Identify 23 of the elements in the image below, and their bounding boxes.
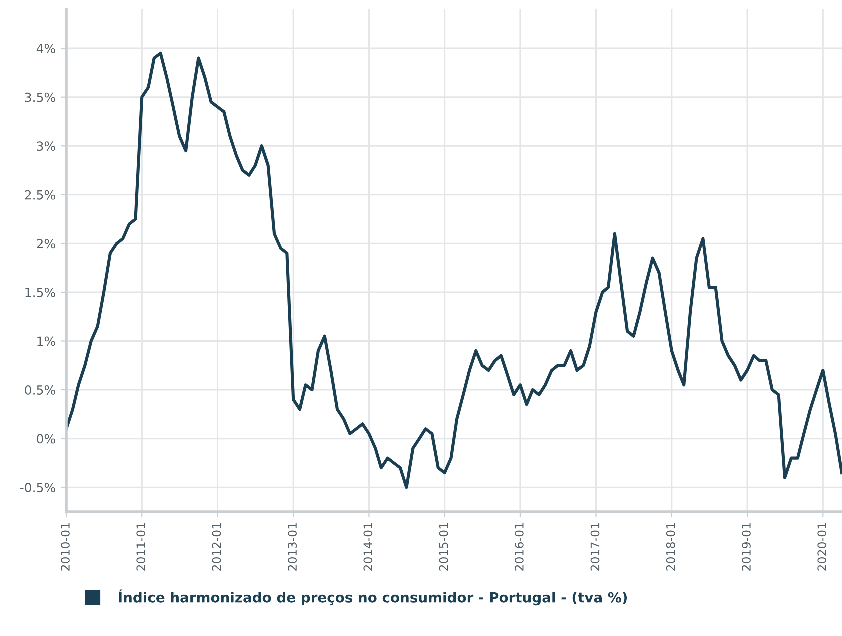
x-tick-label: 2010-01: [61, 523, 70, 571]
x-tick-label: 2020-01: [818, 523, 827, 571]
y-tick-label: 1%: [38, 336, 56, 346]
x-tick-label: 2012-01: [212, 523, 222, 571]
x-tick-label: 2013-01: [288, 523, 298, 571]
y-tick-label: 3.5%: [25, 92, 56, 102]
y-tick-label: 0%: [37, 434, 56, 444]
y-tick-label: 2%: [37, 239, 56, 249]
legend-label: Índice harmonizado de preços no consumidor - Portugal - (tva %): [119, 590, 627, 606]
line-series: [66, 52, 842, 490]
x-tick-label: 2018-01: [666, 523, 676, 571]
y-tick-label: 3%: [37, 142, 56, 152]
y-tick-label: 2.5%: [25, 190, 56, 200]
x-tick-label: 2016-01: [514, 523, 524, 571]
x-tick-label: 2014-01: [364, 523, 373, 571]
y-tick-label: 4%: [36, 44, 56, 54]
y-tick-label: -0.5%: [20, 483, 56, 493]
x-tick-label: 2015-01: [439, 523, 448, 571]
y-tick-label: 1.5%: [26, 288, 56, 298]
y-tick-label: 0.5%: [25, 386, 56, 395]
x-tick-label: 2017-01: [590, 523, 600, 571]
x-tick-label: 2019-01: [742, 523, 751, 571]
x-tick-label: 2011-01: [136, 523, 146, 571]
